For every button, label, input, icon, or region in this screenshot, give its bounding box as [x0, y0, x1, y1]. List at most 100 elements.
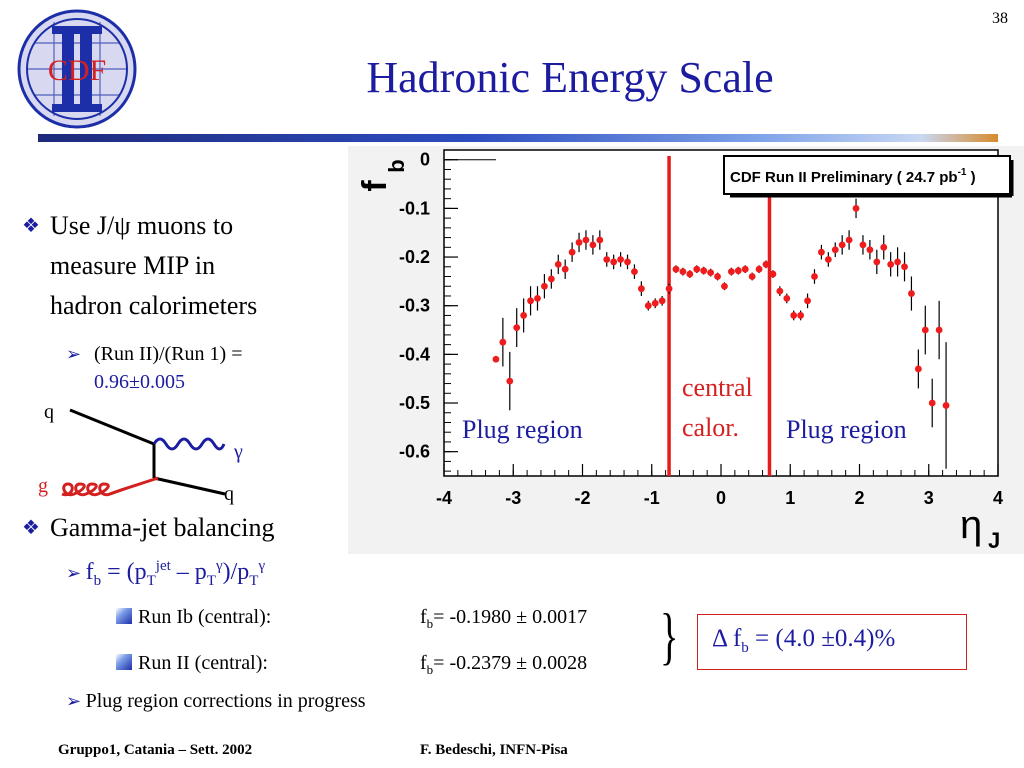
data-point [644, 302, 652, 310]
data-point [492, 355, 500, 363]
arrow-bullet-icon: ➢ [66, 563, 86, 583]
data-point [582, 236, 590, 244]
data-point [942, 402, 950, 409]
x-tick-label: 1 [785, 488, 795, 508]
formula-div: )/p [222, 559, 250, 585]
annotation-central-line1: central [682, 373, 753, 402]
data-point [901, 263, 908, 271]
bullet-jpsi-line3: hadron calorimeters [50, 291, 258, 320]
chart-legend-box [723, 155, 1011, 195]
gamma-jet-label: Gamma-jet balancing [50, 513, 275, 542]
data-point [935, 326, 943, 334]
feynman-diagram-graphic: q γ g q [38, 401, 243, 505]
fb-formula: ➢ fb = (pTjet – pTγ)/pTγ [66, 558, 265, 590]
formula-eq: = (p [101, 559, 147, 585]
run-ib-sub: b [426, 616, 434, 631]
square-bullet-icon [116, 608, 132, 624]
annotation-plug-right: Plug region [786, 415, 907, 444]
title-divider [38, 134, 998, 142]
data-point [755, 265, 763, 273]
data-point [499, 338, 507, 346]
run-ii-row: Run II (central): [116, 652, 268, 675]
data-point [596, 236, 604, 244]
data-point [845, 236, 853, 244]
chart-title: CDF Run II Preliminary ( 24.7 pb-1 ) [730, 167, 976, 186]
data-point [887, 260, 895, 268]
data-point [914, 365, 922, 373]
gluon-label: g [38, 475, 48, 497]
formula-minus: – p [170, 559, 207, 585]
bullet-jpsi: ❖ Use J/ψ muons to measure MIP in hadron… [22, 206, 342, 326]
x-tick-label: 4 [993, 488, 1003, 508]
footer-right: F. Bedeschi, INFN-Pisa [420, 742, 568, 758]
x-tick-label: -2 [574, 488, 590, 508]
data-point [707, 269, 715, 277]
run-ib-value: fb= -0.1980 ± 0.0017 [420, 606, 587, 632]
data-point [824, 256, 832, 263]
data-point [651, 299, 659, 307]
data-point [811, 273, 818, 280]
chart-title-text: CDF Run II Preliminary ( 24.7 pb [730, 169, 958, 186]
data-point [520, 312, 528, 319]
ratio-label: (Run II)/(Run 1) = [94, 343, 243, 365]
run-ii-value: fb= -0.2379 ± 0.0028 [420, 652, 587, 678]
data-point [831, 246, 839, 254]
photon-label: γ [233, 441, 243, 463]
data-point [624, 258, 631, 266]
data-point [762, 260, 770, 268]
data-point [637, 285, 645, 293]
y-axis-label-sub: b [384, 159, 409, 172]
square-bullet-icon [116, 654, 132, 670]
data-point [554, 260, 562, 268]
chart-svg: -4 -3 -2 -1 0 1 2 3 4 0 -0.1 -0.2 -0.3 -0.4 -0.5 -0.6 C… [348, 146, 1024, 554]
run-ii-f: f [420, 652, 427, 674]
data-point [880, 243, 888, 251]
delta-sub-b: b [741, 640, 749, 656]
data-point [693, 265, 701, 273]
formula-sub-b: b [93, 572, 102, 589]
footer-left: Gruppo1, Catania – Sett. 2002 [58, 742, 253, 758]
bullet-jpsi-line1: Use J/ψ muons to [50, 211, 234, 240]
formula-sub-t3: T [249, 572, 259, 589]
data-point [575, 239, 583, 246]
x-tick-label: 0 [716, 488, 726, 508]
data-point [568, 248, 576, 256]
data-point [818, 248, 825, 256]
formula-sup-gamma2: γ [258, 558, 266, 574]
y-tick-label: -0.3 [399, 296, 430, 316]
y-axis-label: f [356, 180, 394, 192]
x-axis-label: η [960, 503, 982, 547]
diamond-bullet-icon: ❖ [22, 215, 40, 237]
data-point [852, 204, 860, 212]
data-point [534, 295, 541, 302]
formula-sup-jet: jet [155, 558, 171, 574]
data-point [686, 270, 694, 278]
plug-note-text: Plug region corrections in progress [85, 690, 366, 712]
y-tick-label: 0 [420, 150, 430, 170]
data-point [679, 268, 687, 276]
data-point [631, 268, 638, 276]
data-point [734, 267, 742, 275]
data-point [859, 241, 867, 249]
x-axis-label-sub: J [988, 528, 1000, 553]
run-ib-number: = -0.1980 ± 0.0017 [433, 606, 588, 628]
delta-f: Δ f [712, 625, 742, 652]
cdf-logo-graphic: CDF [17, 9, 137, 129]
data-point [838, 241, 846, 249]
data-point [921, 326, 929, 334]
data-point [672, 265, 680, 273]
cdf-logo: CDF [14, 8, 140, 130]
data-point [617, 256, 624, 263]
sub-ratio: ➢ (Run II)/(Run 1) = 0.96±0.005 [66, 340, 336, 396]
quark-out-label: q [224, 483, 234, 505]
cdf-logo-text: CDF [48, 54, 106, 87]
bullet-gamma-jet: ❖ Gamma-jet balancing [22, 508, 362, 548]
formula-sub-t2: T [206, 572, 216, 589]
plot-frame [443, 149, 999, 477]
x-tick-label: -4 [436, 488, 452, 508]
data-point [700, 267, 708, 275]
data-point [714, 273, 721, 280]
data-point [603, 256, 611, 263]
delta-fb-box: Δ fb = (4.0 ±0.4)% [697, 614, 967, 670]
data-point [748, 273, 756, 280]
